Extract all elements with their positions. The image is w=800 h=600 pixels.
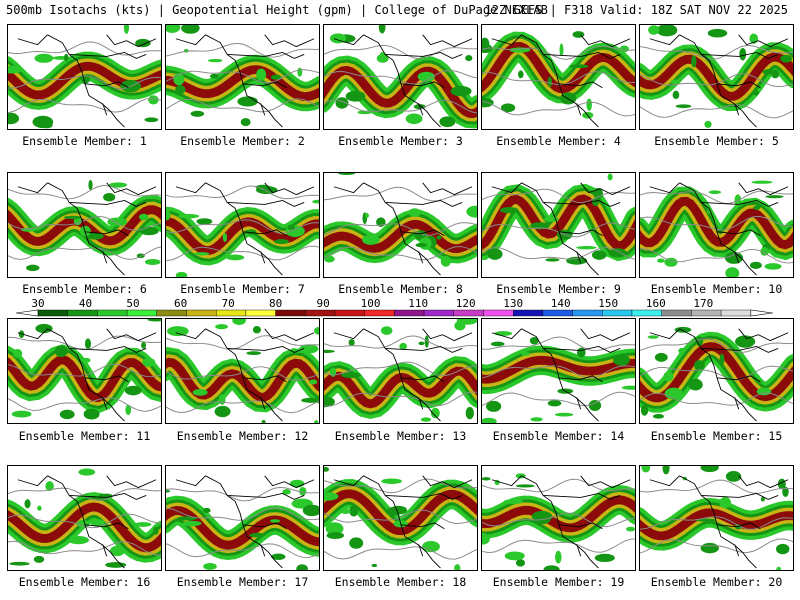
color-swatch	[37, 309, 68, 317]
color-swatch	[602, 309, 633, 317]
color-swatch	[245, 309, 276, 317]
ensemble-member-map	[165, 24, 320, 130]
member-caption: Ensemble Member: 11	[18, 429, 151, 443]
member-caption: Ensemble Member: 3	[338, 134, 463, 148]
ensemble-member-map	[323, 318, 478, 424]
ensemble-member-map	[639, 318, 794, 424]
color-swatch	[275, 309, 306, 317]
colorbar-label: 70	[221, 298, 234, 310]
colorbar-label: 170	[693, 298, 713, 310]
ensemble-member-map	[165, 172, 320, 278]
color-swatch	[513, 309, 544, 317]
member-caption: Ensemble Member: 13	[334, 429, 467, 443]
ensemble-member-map	[7, 465, 162, 571]
member-caption: Ensemble Member: 14	[492, 429, 625, 443]
member-caption: Ensemble Member: 7	[180, 282, 305, 296]
ensemble-member-map	[639, 465, 794, 571]
member-caption: Ensemble Member: 15	[650, 429, 783, 443]
color-swatch	[334, 309, 365, 317]
color-swatch	[542, 309, 573, 317]
colorbar-label: 110	[408, 298, 428, 310]
colorbar-label: 80	[269, 298, 282, 310]
member-caption: Ensemble Member: 20	[650, 575, 783, 589]
member-caption: Ensemble Member: 2	[180, 134, 305, 148]
color-swatch	[631, 309, 662, 317]
color-swatch	[97, 309, 128, 317]
ensemble-member-map	[481, 318, 636, 424]
colorbar-label: 30	[31, 298, 44, 310]
colorbar-arrow	[750, 309, 773, 317]
ensemble-member-map	[639, 24, 794, 130]
ensemble-member-map	[323, 465, 478, 571]
colorbar-label: 160	[646, 298, 666, 310]
member-caption: Ensemble Member: 18	[334, 575, 467, 589]
color-swatch	[572, 309, 603, 317]
color-swatch	[364, 309, 395, 317]
colorbar-label: 60	[174, 298, 187, 310]
color-swatch	[661, 309, 692, 317]
member-caption: Ensemble Member: 1	[22, 134, 147, 148]
colorbar-label: 50	[126, 298, 139, 310]
ensemble-member-map	[7, 318, 162, 424]
ensemble-member-map	[481, 24, 636, 130]
member-caption: Ensemble Member: 6	[22, 282, 147, 296]
isotach-color-scale: 30 40 50 60 70 80 90 100 110 120 130 140 150 160 170	[6, 298, 794, 320]
ensemble-member-map	[165, 465, 320, 571]
colorbar-label: 150	[598, 298, 618, 310]
color-swatch	[305, 309, 336, 317]
color-swatch	[186, 309, 217, 317]
ensemble-member-map	[165, 318, 320, 424]
color-swatch	[156, 309, 187, 317]
ensemble-member-map	[481, 172, 636, 278]
ensemble-member-map	[7, 172, 162, 278]
color-swatch	[423, 309, 455, 317]
color-swatch	[483, 309, 514, 317]
colorbar-label: 120	[456, 298, 476, 310]
member-caption: Ensemble Member: 8	[338, 282, 463, 296]
color-swatch	[453, 309, 484, 317]
ensemble-member-map	[639, 172, 794, 278]
member-caption: Ensemble Member: 9	[496, 282, 621, 296]
run-valid-time: 12Z GEFS | F318 Valid: 18Z SAT NOV 22 20…	[484, 3, 788, 17]
color-swatch	[126, 309, 157, 317]
member-caption: Ensemble Member: 12	[176, 429, 309, 443]
color-swatch	[67, 309, 98, 317]
member-caption: Ensemble Member: 5	[654, 134, 779, 148]
member-caption: Ensemble Member: 19	[492, 575, 625, 589]
colorbar-label: 130	[503, 298, 523, 310]
chart-title: 500mb Isotachs (kts) | Geopotential Heig…	[6, 3, 548, 17]
ensemble-member-map	[481, 465, 636, 571]
ensemble-member-map	[323, 172, 478, 278]
member-caption: Ensemble Member: 17	[176, 575, 309, 589]
colorbar-label: 90	[316, 298, 329, 310]
member-caption: Ensemble Member: 4	[496, 134, 621, 148]
ensemble-member-map	[323, 24, 478, 130]
color-swatch	[394, 309, 425, 317]
colorbar-arrow	[15, 309, 39, 317]
member-caption: Ensemble Member: 16	[18, 575, 151, 589]
colorbar-label: 40	[79, 298, 92, 310]
member-caption: Ensemble Member: 10	[650, 282, 783, 296]
colorbar-label: 100	[361, 298, 381, 310]
color-swatch	[720, 309, 751, 317]
color-swatch	[691, 309, 722, 317]
colorbar-label: 140	[551, 298, 571, 310]
color-swatch	[215, 309, 247, 317]
ensemble-member-map	[7, 24, 162, 130]
